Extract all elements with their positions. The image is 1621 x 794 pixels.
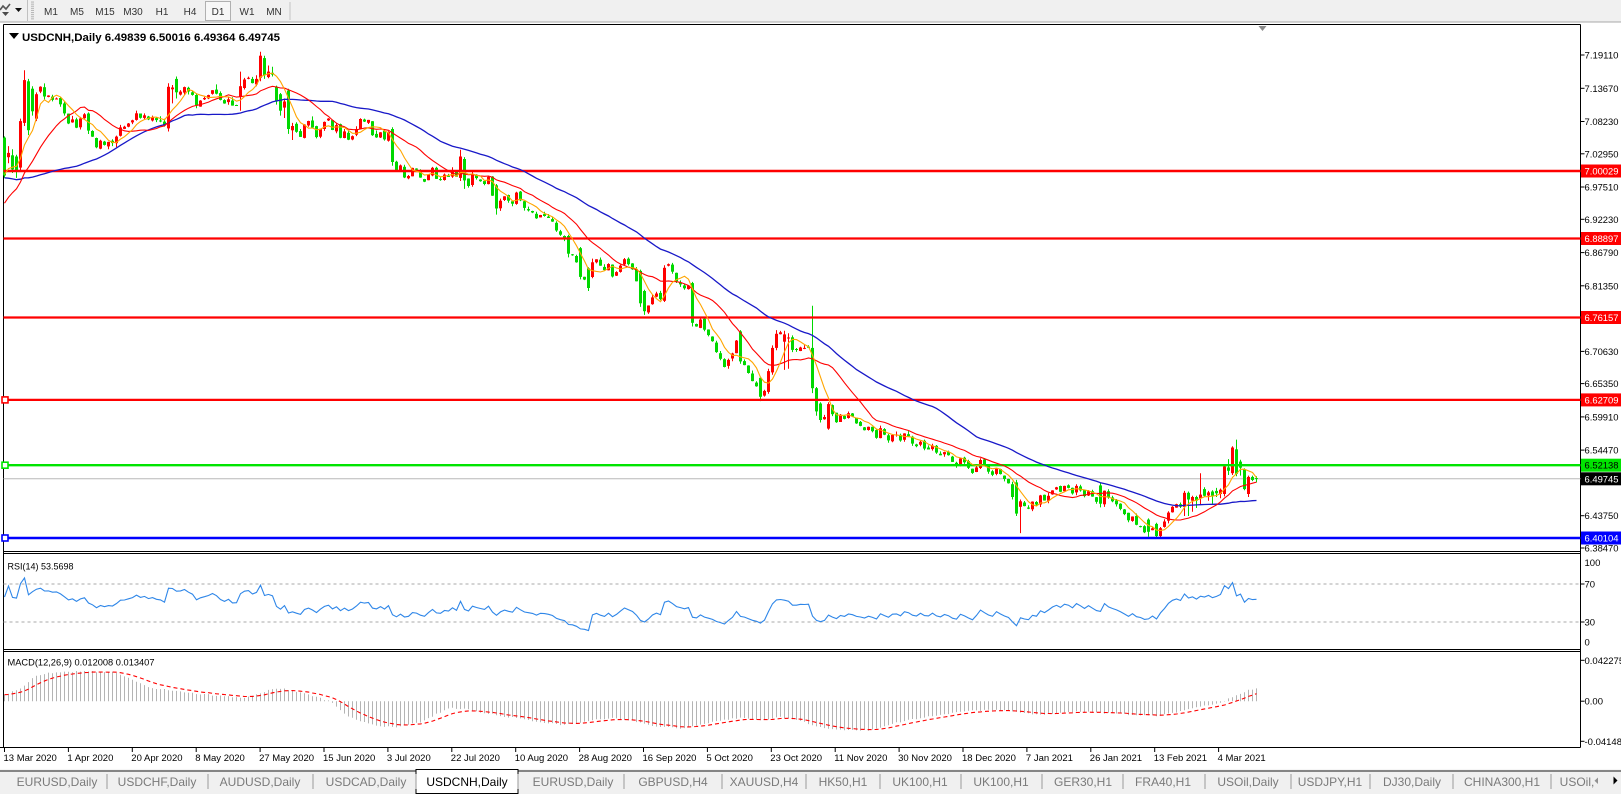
svg-text:0.00: 0.00 — [1585, 697, 1604, 708]
svg-text:22 Jul 2020: 22 Jul 2020 — [451, 753, 500, 764]
svg-text:15 Jun 2020: 15 Jun 2020 — [323, 753, 375, 764]
svg-text:20 Apr 2020: 20 Apr 2020 — [131, 753, 182, 764]
svg-text:USOil,Daily: USOil,Daily — [1217, 775, 1278, 789]
svg-text:6.43750: 6.43750 — [1585, 511, 1619, 522]
svg-text:7 Jan 2021: 7 Jan 2021 — [1026, 753, 1073, 764]
svg-text:6.62709: 6.62709 — [1585, 395, 1619, 406]
svg-text:UK100,H1: UK100,H1 — [892, 775, 948, 789]
svg-text:USDCHF,Daily: USDCHF,Daily — [118, 775, 197, 789]
svg-text:USOil,: USOil, — [1560, 775, 1595, 789]
svg-text:CHINA300,H1: CHINA300,H1 — [1464, 775, 1540, 789]
svg-text:18 Dec 2020: 18 Dec 2020 — [962, 753, 1016, 764]
svg-text:7.02950: 7.02950 — [1585, 149, 1619, 160]
svg-text:EURUSD,Daily: EURUSD,Daily — [17, 775, 98, 789]
svg-text:27 May 2020: 27 May 2020 — [259, 753, 314, 764]
svg-text:W1: W1 — [240, 7, 255, 18]
svg-text:-0.04148: -0.04148 — [1585, 737, 1621, 748]
svg-text:GBPUSD,H4: GBPUSD,H4 — [638, 775, 708, 789]
svg-text:USDCNH,Daily 6.49839 6.50016: USDCNH,Daily 6.49839 6.50016 6.49364 6.4… — [22, 32, 280, 44]
svg-text:30: 30 — [1585, 618, 1596, 629]
svg-text:XAUUSD,H4: XAUUSD,H4 — [730, 775, 799, 789]
svg-text:USDCNH,Daily: USDCNH,Daily — [426, 775, 507, 789]
svg-text:13 Mar 2020: 13 Mar 2020 — [4, 753, 57, 764]
svg-text:6.65350: 6.65350 — [1585, 379, 1619, 390]
svg-text:6.97510: 6.97510 — [1585, 183, 1619, 194]
svg-text:6.40104: 6.40104 — [1585, 534, 1619, 545]
svg-text:23 Oct 2020: 23 Oct 2020 — [770, 753, 822, 764]
svg-text:0: 0 — [1585, 638, 1590, 649]
svg-text:6.76157: 6.76157 — [1585, 313, 1619, 324]
svg-text:7.00029: 7.00029 — [1585, 167, 1619, 178]
svg-text:7.19110: 7.19110 — [1585, 51, 1619, 62]
svg-text:70: 70 — [1585, 580, 1596, 591]
svg-text:6.70630: 6.70630 — [1585, 347, 1619, 358]
svg-text:1 Apr 2020: 1 Apr 2020 — [67, 753, 113, 764]
svg-text:6.88897: 6.88897 — [1585, 234, 1619, 245]
svg-text:H1: H1 — [156, 7, 169, 18]
svg-text:AUDUSD,Daily: AUDUSD,Daily — [220, 775, 301, 789]
svg-text:RSI(14) 53.5698: RSI(14) 53.5698 — [8, 562, 74, 573]
svg-text:4 Mar 2021: 4 Mar 2021 — [1218, 753, 1266, 764]
svg-text:10 Aug 2020: 10 Aug 2020 — [515, 753, 568, 764]
svg-text:D1: D1 — [212, 7, 225, 18]
svg-text:5 Oct 2020: 5 Oct 2020 — [706, 753, 752, 764]
svg-text:6.54470: 6.54470 — [1585, 446, 1619, 457]
svg-text:7.08230: 7.08230 — [1585, 117, 1619, 128]
svg-text:6.38470: 6.38470 — [1585, 544, 1619, 555]
svg-text:DJ30,Daily: DJ30,Daily — [1383, 775, 1441, 789]
svg-text:6.92230: 6.92230 — [1585, 215, 1619, 226]
svg-text:100: 100 — [1585, 558, 1601, 569]
svg-text:11 Nov 2020: 11 Nov 2020 — [834, 753, 887, 764]
svg-text:H4: H4 — [184, 7, 197, 18]
svg-text:30 Nov 2020: 30 Nov 2020 — [898, 753, 952, 764]
svg-text:M30: M30 — [123, 7, 143, 18]
svg-text:USDCAD,Daily: USDCAD,Daily — [326, 775, 407, 789]
svg-text:6.49745: 6.49745 — [1585, 474, 1619, 485]
svg-text:FRA40,H1: FRA40,H1 — [1135, 775, 1191, 789]
svg-text:EURUSD,Daily: EURUSD,Daily — [533, 775, 614, 789]
svg-text:MN: MN — [266, 7, 282, 18]
svg-text:3 Jul 2020: 3 Jul 2020 — [387, 753, 431, 764]
svg-text:0.042275: 0.042275 — [1585, 656, 1621, 667]
svg-text:6.59910: 6.59910 — [1585, 412, 1619, 423]
svg-text:M15: M15 — [95, 7, 115, 18]
svg-text:6.81350: 6.81350 — [1585, 281, 1619, 292]
svg-text:HK50,H1: HK50,H1 — [819, 775, 868, 789]
svg-text:UK100,H1: UK100,H1 — [973, 775, 1029, 789]
svg-text:M5: M5 — [70, 7, 84, 18]
svg-text:MACD(12,26,9) 0.012008 0.01340: MACD(12,26,9) 0.012008 0.013407 — [8, 658, 155, 669]
svg-text:6.52138: 6.52138 — [1585, 461, 1619, 472]
svg-text:8 May 2020: 8 May 2020 — [195, 753, 245, 764]
svg-text:26 Jan 2021: 26 Jan 2021 — [1090, 753, 1142, 764]
svg-text:28 Aug 2020: 28 Aug 2020 — [579, 753, 632, 764]
svg-text:16 Sep 2020: 16 Sep 2020 — [643, 753, 697, 764]
svg-text:7.13670: 7.13670 — [1585, 84, 1619, 95]
svg-text:M1: M1 — [44, 7, 58, 18]
svg-text:13 Feb 2021: 13 Feb 2021 — [1154, 753, 1207, 764]
svg-text:GER30,H1: GER30,H1 — [1054, 775, 1112, 789]
svg-text:6.86790: 6.86790 — [1585, 248, 1619, 259]
svg-text:USDJPY,H1: USDJPY,H1 — [1298, 775, 1363, 789]
